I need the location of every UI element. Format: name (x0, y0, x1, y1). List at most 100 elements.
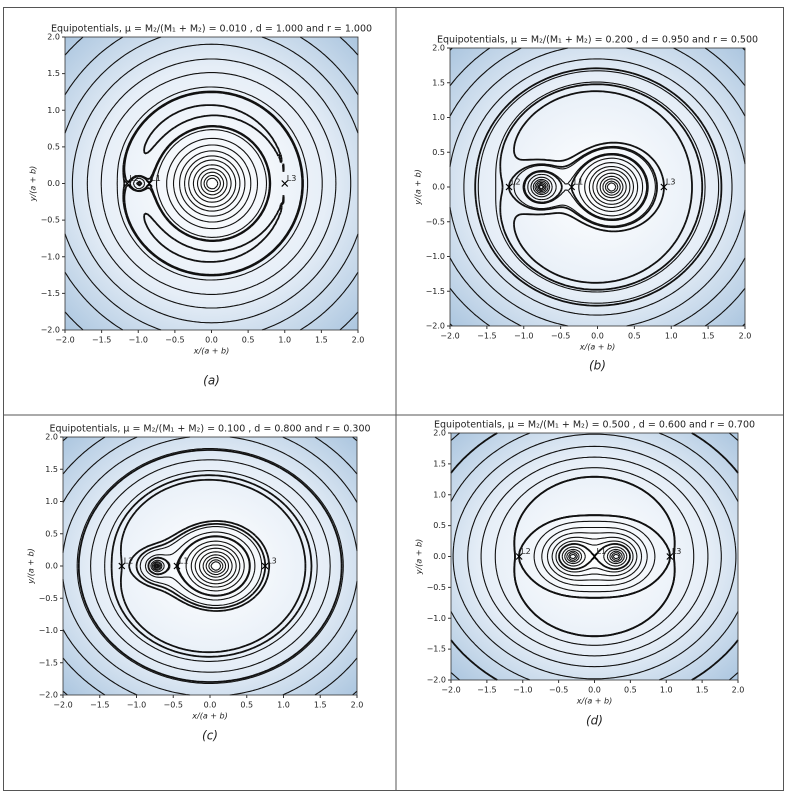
y-tick-label: 0.0 (433, 552, 446, 561)
x-tick-label: −2.0 (55, 336, 74, 345)
x-tick-label: 0.0 (204, 701, 217, 710)
y-tick-label: 2.0 (432, 44, 445, 53)
contour-line (450, 432, 739, 681)
x-tick-label: 0.0 (205, 336, 218, 345)
lagrange-point (591, 553, 598, 560)
contours (450, 432, 739, 681)
contour-line (104, 470, 318, 662)
lagrange-point (118, 562, 126, 570)
x-tick-label: 0.5 (242, 336, 255, 345)
x-tick-label: 2.0 (351, 701, 364, 710)
x-tick-label: 1.0 (278, 336, 291, 345)
contour-line (513, 90, 693, 284)
lagrange-label: L2 (129, 174, 139, 183)
y-tick-label: −1.0 (39, 626, 58, 635)
lagrange-point (281, 180, 289, 187)
y-tick-label: −1.0 (41, 252, 60, 261)
contour-line (64, 36, 359, 331)
caption: (c) (202, 729, 218, 743)
x-tick-label: −1.5 (477, 332, 496, 341)
contour-line (110, 474, 313, 658)
lagrange-point (173, 562, 181, 570)
y-tick-label: −1.0 (427, 614, 446, 623)
lagrange-label: L3 (267, 557, 277, 566)
contour-line (537, 175, 624, 199)
y-tick-label: 0.5 (433, 521, 446, 530)
x-tick-label: −0.5 (164, 701, 183, 710)
y-tick-label: 1.5 (47, 69, 60, 78)
x-tick-label: 1.5 (314, 701, 327, 710)
contour-line (467, 445, 722, 668)
x-tick-label: −1.0 (129, 336, 148, 345)
y-tick-label: 0.0 (432, 183, 445, 192)
y-tick-label: 1.5 (45, 465, 58, 474)
x-tick-label: −1.5 (90, 701, 109, 710)
y-tick-label: −1.5 (41, 289, 60, 298)
contour-line (450, 432, 739, 681)
contour-line (196, 168, 228, 199)
contour-line (463, 58, 733, 316)
panel: −2.0 −1.5 −1.0 −0.5 0.0 0.5 1.0 1.5 2.0 −2.0 −1.5 −… (27, 424, 371, 743)
contour-line (477, 70, 720, 304)
y-tick-label: −1.5 (426, 287, 445, 296)
contour-line (449, 47, 746, 327)
x-tick-label: −1.0 (513, 686, 532, 695)
x-tick-label: 2.0 (739, 332, 752, 341)
lagrange-point (515, 553, 523, 560)
lagrange-point (660, 183, 668, 191)
y-tick-label: −2.0 (427, 676, 446, 685)
y-tick-label: 1.0 (45, 497, 58, 506)
lagrange-point (666, 553, 674, 560)
y-axis-label: y/(a + b) (27, 548, 36, 584)
contour-line (156, 561, 222, 571)
x-tick-label: −2.0 (441, 686, 460, 695)
y-tick-label: −1.5 (427, 645, 446, 654)
contours (64, 36, 359, 331)
y-tick-label: 2.0 (47, 33, 60, 42)
contour-line (200, 171, 225, 196)
contour-line (449, 47, 746, 327)
contour-line (564, 548, 625, 565)
y-tick-label: −2.0 (426, 322, 445, 331)
lagrange-label: L3 (666, 178, 676, 187)
contour-line (566, 550, 623, 563)
contour-line (499, 83, 704, 291)
table-frame (3, 7, 784, 791)
x-tick-label: 2.0 (352, 336, 365, 345)
lagrange-point (123, 180, 131, 187)
contour-line (64, 36, 359, 331)
x-tick-label: −2.0 (440, 332, 459, 341)
y-tick-label: 1.0 (432, 113, 445, 122)
contour-line (474, 67, 723, 307)
lagrange-label: L2 (521, 547, 531, 556)
contour-line (513, 475, 676, 638)
y-tick-label: 2.0 (433, 429, 446, 438)
chart-title: Equipotentials, μ = M₂/(M₁ + M₂) = 0.500… (434, 420, 755, 431)
x-tick-label: −2.0 (53, 701, 72, 710)
x-tick-label: 1.0 (277, 701, 290, 710)
y-tick-label: −2.0 (39, 691, 58, 700)
lagrange-point (145, 180, 153, 187)
x-tick-label: −1.0 (514, 332, 533, 341)
contour-line (71, 43, 352, 324)
y-tick-label: 0.5 (45, 529, 58, 538)
caption: (d) (586, 714, 603, 728)
contour-line (494, 467, 695, 646)
y-tick-label: 2.0 (45, 433, 58, 442)
chart-title: Equipotentials, μ = M₂/(M₁ + M₂) = 0.010… (51, 24, 372, 35)
x-axis-label: x/(a + b) (579, 343, 615, 352)
contour-line (449, 47, 746, 327)
contour-line (86, 58, 337, 309)
y-tick-label: −2.0 (41, 326, 60, 335)
y-tick-label: −0.5 (426, 217, 445, 226)
x-tick-label: 1.5 (696, 686, 709, 695)
y-tick-label: 1.0 (47, 106, 60, 115)
y-tick-label: 0.0 (45, 562, 58, 571)
y-axis-label: y/(a + b) (29, 166, 38, 202)
x-tick-label: 0.0 (591, 332, 604, 341)
lagrange-label: L1 (151, 174, 161, 183)
contour-line (495, 81, 706, 293)
lagrange-label: L2 (511, 178, 521, 187)
x-tick-label: −1.5 (92, 336, 111, 345)
